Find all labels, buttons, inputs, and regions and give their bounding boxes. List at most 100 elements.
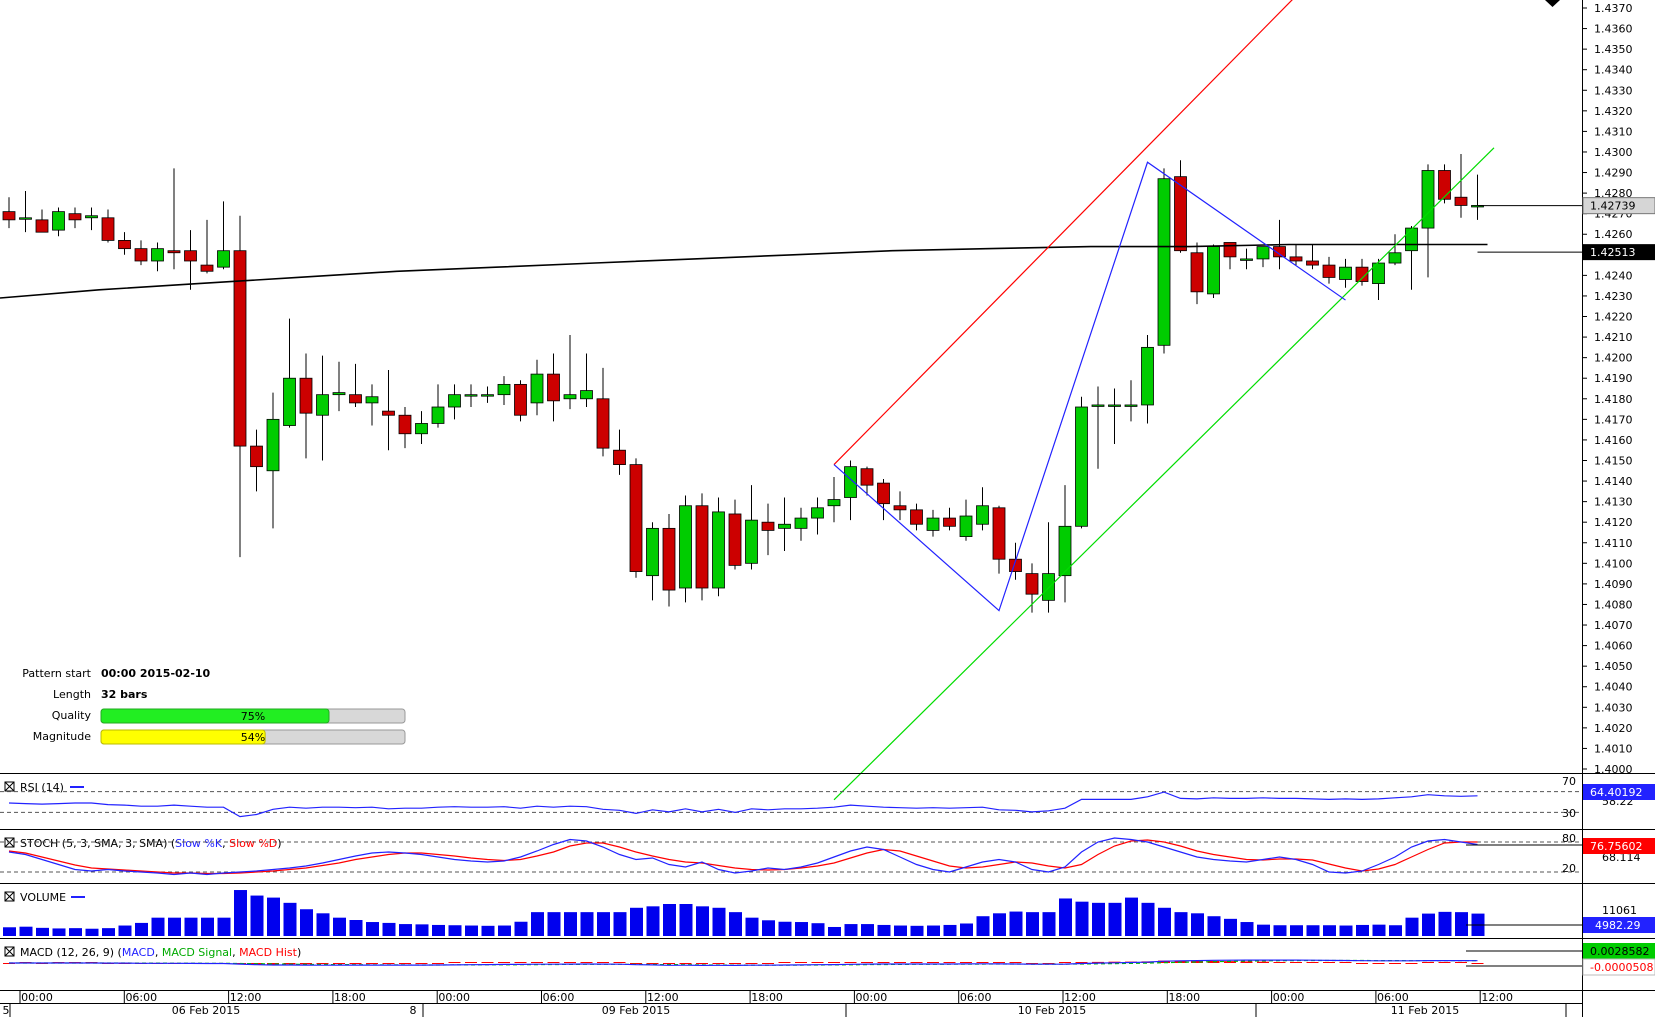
price-tick-label: 1.4350 xyxy=(1594,43,1633,56)
candle-bull xyxy=(1421,170,1435,229)
candle-bear xyxy=(118,240,131,250)
time-axis: 00:00 06:00 12:00 18:00 00:00 06:00 12:00 18:00… xyxy=(0,991,1582,1017)
price-tick-label: 1.4070 xyxy=(1594,619,1633,632)
macd-hist-bar xyxy=(349,963,362,964)
volume-bar xyxy=(663,904,676,936)
macd-hist-bar xyxy=(960,962,972,963)
candle-bear xyxy=(547,373,560,402)
macd-signal-name: MACD Signal xyxy=(162,946,232,959)
volume-bar xyxy=(1092,902,1105,936)
price-tick-label: 1.4150 xyxy=(1594,454,1633,467)
macd-hist-bar xyxy=(1224,961,1236,963)
candle-bear xyxy=(695,505,709,589)
volume-bar xyxy=(1372,924,1386,936)
price-tick-label: 1.4080 xyxy=(1594,598,1633,611)
rsi-close-icon[interactable] xyxy=(4,781,15,792)
macd-hist-bar xyxy=(696,963,708,964)
rsi-current-value: 64.40192 xyxy=(1590,786,1643,799)
macd-hist-bar xyxy=(415,963,428,964)
candle-bull xyxy=(646,527,659,577)
rsi-title: RSI (14) xyxy=(20,781,64,794)
macd-hist-bar xyxy=(828,962,840,963)
volume-bar xyxy=(646,906,660,936)
volume-close-icon[interactable] xyxy=(4,891,15,902)
volume-bar xyxy=(877,924,891,936)
volume-bar xyxy=(415,924,429,936)
macd-hist-value: -0.0000508 xyxy=(1590,961,1653,974)
stoch-k-name: Slow %K xyxy=(175,837,223,850)
macd-hist-bar xyxy=(877,962,890,963)
candle-bull xyxy=(811,507,824,519)
macd-hist-bar xyxy=(646,963,659,964)
volume-tick-label: 11061 xyxy=(1602,904,1637,917)
price-tick-label: 1.4120 xyxy=(1594,516,1633,529)
time-tick-label: 00:00 xyxy=(438,991,470,1004)
volume-bar xyxy=(894,925,907,936)
candle-bull xyxy=(1207,246,1220,295)
stoch-current-value: 76.75602 xyxy=(1590,840,1643,853)
price-tick-label: 1.4260 xyxy=(1594,228,1633,241)
candle-bear xyxy=(596,398,610,449)
volume-bar xyxy=(795,922,808,936)
time-tick-label: 18:00 xyxy=(1168,991,1200,1004)
volume-bar xyxy=(267,897,280,936)
price-panel[interactable] xyxy=(0,0,1583,801)
macd-hist-bar xyxy=(976,962,989,963)
volume-bar xyxy=(861,924,874,936)
quality-bar-fill xyxy=(100,708,330,724)
macd-hist-bar xyxy=(1455,962,1467,963)
candle-bull xyxy=(464,394,478,397)
macd-hist-bar xyxy=(300,963,312,965)
volume-bar xyxy=(910,925,924,936)
price-axis: 1.4370 1.4360 1.4350 1.4340 1.4330 1.4320 1.43… xyxy=(1582,0,1655,1017)
volume-bar xyxy=(1422,913,1435,936)
ma-value-label: 1.42513 xyxy=(1590,246,1636,259)
candle-bear xyxy=(184,250,197,262)
stoch-d-line xyxy=(8,839,1478,875)
volume-bar xyxy=(1224,918,1237,936)
time-tick-label: 06:00 xyxy=(125,991,157,1004)
candle-bull xyxy=(481,394,494,397)
volume-bar xyxy=(1323,925,1336,936)
time-tick-label: 12:00 xyxy=(1481,991,1513,1004)
volume-bar xyxy=(217,917,231,936)
candle-bear xyxy=(101,217,115,241)
candle-bull xyxy=(1091,404,1105,407)
volume-bar xyxy=(630,907,643,936)
volume-bar xyxy=(36,927,49,936)
volume-bar xyxy=(1389,925,1402,936)
price-tick-label: 1.4300 xyxy=(1594,146,1633,159)
candle-bull xyxy=(1042,573,1055,601)
chevron-down-icon[interactable] xyxy=(1545,0,1560,7)
volume-bar xyxy=(1273,925,1287,936)
length-label: Length xyxy=(53,688,91,701)
macd-close-icon[interactable] xyxy=(4,946,15,957)
price-tick-label: 1.4200 xyxy=(1594,352,1633,365)
volume-bar xyxy=(52,928,66,936)
time-tick-label: 06:00 xyxy=(960,991,992,1004)
volume-bar xyxy=(1191,913,1204,936)
volume-bar xyxy=(118,925,132,936)
candle-bear xyxy=(1190,252,1204,293)
macd-hist-bar xyxy=(795,962,807,963)
time-tick-label: 00:00 xyxy=(1273,991,1305,1004)
price-tick-label: 1.4050 xyxy=(1594,660,1633,673)
volume-bar xyxy=(1026,912,1039,936)
stoch-hidden-value: 68.114 xyxy=(1602,851,1641,864)
date-edge-label: 8 xyxy=(410,1004,417,1017)
candle-bull xyxy=(1157,178,1171,346)
candle-bull xyxy=(316,394,329,416)
volume-bar xyxy=(234,890,247,936)
price-plot-area xyxy=(0,0,1582,773)
time-tick-label: 06:00 xyxy=(1377,991,1409,1004)
macd-hist-bar xyxy=(1075,962,1088,963)
quality-percent: 75% xyxy=(241,710,265,723)
macd-title-sep1: ( xyxy=(114,946,122,959)
volume-bar xyxy=(1207,916,1221,936)
price-tick-label: 1.4190 xyxy=(1594,372,1633,385)
volume-bar xyxy=(1075,901,1089,936)
candle-bear xyxy=(910,509,923,525)
candle-bull xyxy=(448,394,461,408)
price-tick-label: 1.4020 xyxy=(1594,722,1633,735)
